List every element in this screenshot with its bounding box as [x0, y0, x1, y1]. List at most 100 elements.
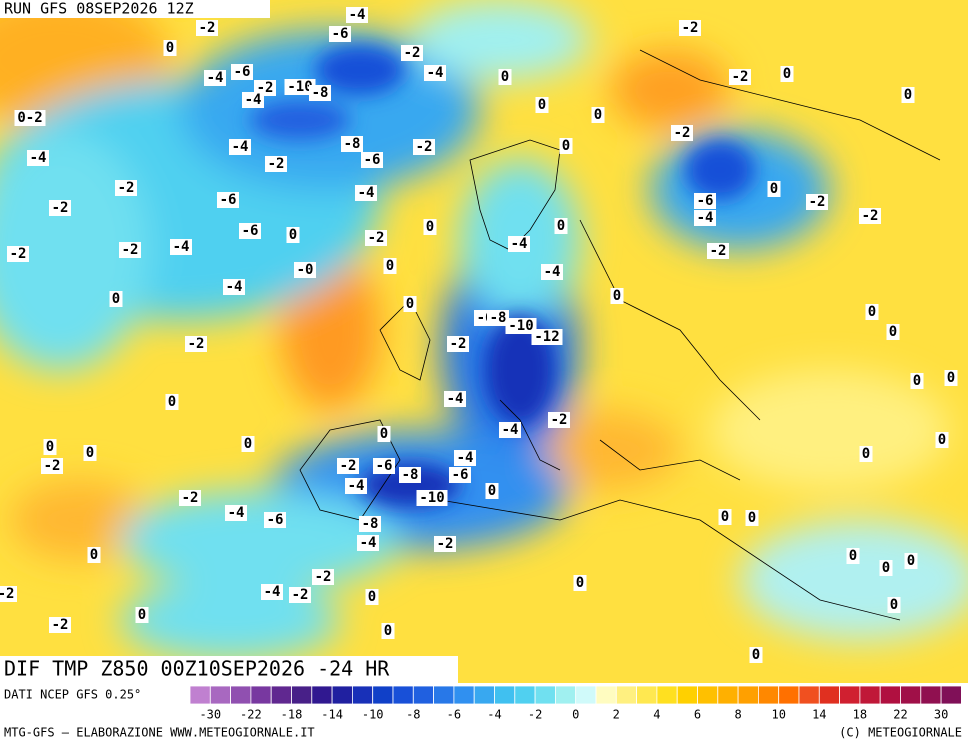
label-box: [223, 279, 245, 295]
contour-label: -4: [245, 92, 262, 108]
label-box: [361, 152, 383, 168]
label-box: [135, 607, 149, 623]
contour-label: 0: [46, 439, 54, 455]
color-bar-tick: 30: [934, 708, 948, 722]
label-box: [346, 7, 368, 23]
contour-label: -6: [697, 193, 714, 209]
label-box: [109, 291, 123, 307]
color-swatch: [250, 685, 272, 705]
color-swatch: [697, 685, 719, 705]
label-box: [115, 180, 137, 196]
contour-label: 0: [576, 575, 584, 591]
label-box: [559, 138, 573, 154]
contour-label: -6: [220, 192, 237, 208]
color-swatch: [798, 685, 820, 705]
contour-label: -4: [457, 450, 474, 466]
label-box: [694, 193, 716, 209]
label-box: [859, 446, 873, 462]
contour-label: 0: [849, 548, 857, 564]
contour-label: -4: [697, 210, 714, 226]
label-box: [179, 490, 201, 506]
label-box: [729, 69, 751, 85]
contour-label: -4: [207, 70, 224, 86]
label-box: [377, 426, 391, 442]
label-box: [7, 246, 29, 262]
label-box: [935, 432, 949, 448]
label-box: [454, 450, 476, 466]
color-bar: -30 -22 -18 -14 -10 -8 -6 -4 -2 0 2 4 6 8 10 14 18 22 30: [189, 685, 962, 722]
color-bar-tick: 22: [893, 708, 907, 722]
contour-label: -12: [534, 329, 559, 345]
color-bar-tick: -6: [447, 708, 461, 722]
label-box: [165, 394, 179, 410]
contour-label: 0: [386, 258, 394, 274]
label-box: [341, 136, 363, 152]
contour-label: -2: [340, 458, 357, 474]
contour-label: 0: [289, 227, 297, 243]
label-box: [337, 458, 359, 474]
contour-label: -2: [118, 180, 135, 196]
contour-label: -8: [312, 85, 329, 101]
color-swatch: [737, 685, 759, 705]
label-box: [43, 439, 57, 455]
label-box: [119, 242, 141, 258]
contour-label: 0: [562, 138, 570, 154]
contour-label: -4: [511, 236, 528, 252]
contour-label: -4: [349, 7, 366, 23]
label-box: [242, 92, 264, 108]
contour-label: -2: [292, 587, 309, 603]
label-box: [49, 200, 71, 216]
contour-label: 0: [752, 647, 760, 663]
contour-label: 0: [907, 553, 915, 569]
contour-label: 0: [384, 623, 392, 639]
label-box: [487, 310, 509, 326]
contour-label: -2: [122, 242, 139, 258]
label-box: [531, 329, 563, 345]
contour-label: 0: [904, 87, 912, 103]
contour-label: -4: [226, 279, 243, 295]
contour-label: 0: [862, 446, 870, 462]
label-box: [508, 236, 530, 252]
label-box: [373, 458, 395, 474]
contour-label: -2: [52, 200, 69, 216]
contour-label: 0: [538, 97, 546, 113]
label-box: [498, 69, 512, 85]
label-box: [548, 412, 570, 428]
label-box: [887, 597, 901, 613]
run-label: RUN GFS 08SEP2026 12Z: [4, 0, 194, 18]
contour-label: -6: [364, 152, 381, 168]
color-swatch: [494, 685, 516, 705]
color-swatch: [230, 685, 252, 705]
contour-label: -2: [710, 243, 727, 259]
contour-label: 0: [488, 483, 496, 499]
label-box: [679, 20, 701, 36]
color-bar-tick: 4: [653, 708, 660, 722]
color-swatch: [351, 685, 374, 705]
color-bar-tick: 2: [613, 708, 620, 722]
label-box: [610, 288, 624, 304]
label-box: [399, 467, 421, 483]
label-box: [904, 553, 918, 569]
color-swatch: [514, 685, 536, 705]
color-swatch: [636, 685, 658, 705]
label-box: [865, 304, 879, 320]
label-box: [365, 230, 387, 246]
contour-label: -4: [502, 422, 519, 438]
contour-label: 0: [86, 445, 94, 461]
label-box: [204, 70, 226, 86]
label-box: [241, 436, 255, 452]
color-swatch: [717, 685, 739, 705]
color-swatch: [189, 685, 211, 705]
label-box: [87, 547, 101, 563]
contour-label: 0: [594, 107, 602, 123]
contour-label: -2: [551, 412, 568, 428]
color-swatch: [372, 685, 394, 705]
contour-label: -2: [732, 69, 749, 85]
label-box: [554, 218, 568, 234]
color-swatch: [209, 685, 232, 705]
contour-label: -10: [287, 79, 312, 95]
label-box: [591, 107, 605, 123]
color-swatch: [676, 685, 698, 705]
label-box: [359, 516, 381, 532]
